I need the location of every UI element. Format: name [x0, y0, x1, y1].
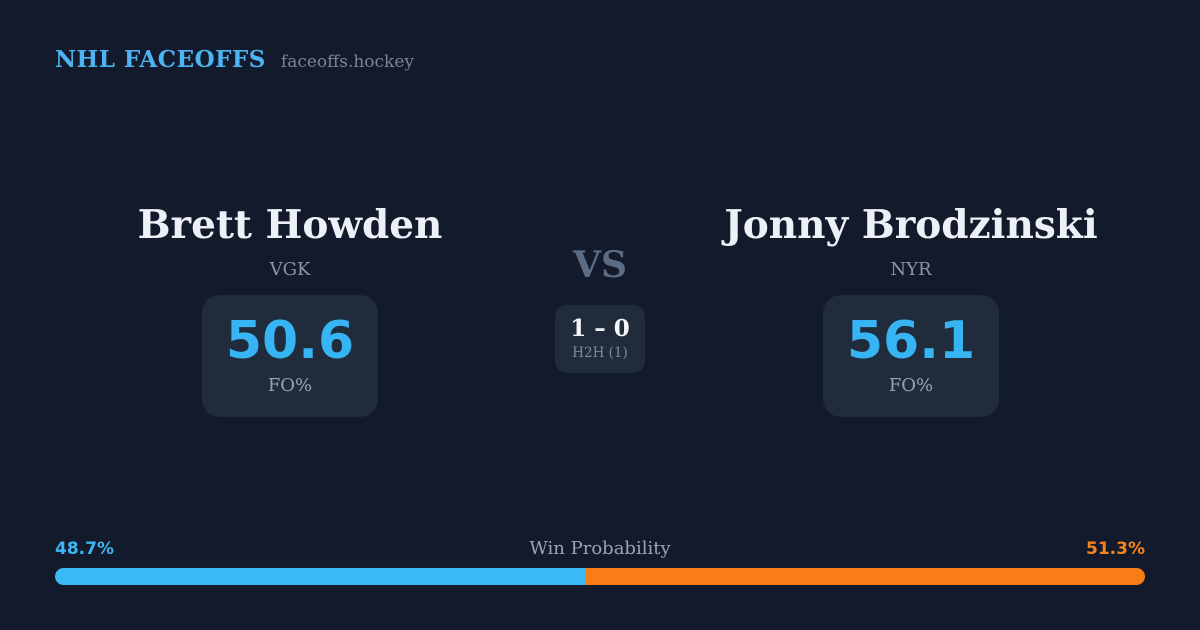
win-probability-left-pct: 48.7%: [55, 539, 114, 559]
stat-card-left: 50.6 FO%: [202, 294, 378, 417]
vs-column: VS 1 – 0 H2H (1): [500, 247, 700, 373]
win-probability-bar: [55, 568, 1145, 585]
site-url: faceoffs.hockey: [280, 52, 415, 72]
h2h-score: 1 – 0: [570, 315, 630, 342]
win-probability-right-pct: 51.3%: [1086, 539, 1145, 559]
stat-value-right: 56.1: [846, 311, 976, 372]
player-team-right: NYR: [890, 258, 932, 280]
h2h-card: 1 – 0 H2H (1): [555, 305, 645, 373]
stat-label-right: FO%: [888, 375, 934, 397]
stat-value-left: 50.6: [225, 311, 355, 372]
win-probability-left-segment: [55, 568, 586, 585]
player-team-left: VGK: [269, 258, 311, 280]
player-column-right: Jonny Brodzinski NYR 56.1 FO%: [676, 205, 1146, 417]
stat-label-left: FO%: [267, 375, 313, 397]
header: NHL FACEOFFS faceoffs.hockey: [55, 46, 414, 73]
player-name-left: Brett Howden: [137, 202, 443, 248]
win-probability-title: Win Probability: [529, 538, 671, 559]
player-name-right: Jonny Brodzinski: [724, 202, 1098, 248]
vs-label: VS: [573, 244, 627, 286]
player-column-left: Brett Howden VGK 50.6 FO%: [55, 205, 525, 417]
stat-card-right: 56.1 FO%: [823, 294, 999, 417]
win-probability-right-segment: [585, 568, 1145, 585]
win-probability-labels: 48.7% Win Probability 51.3%: [55, 538, 1145, 559]
brand-title: NHL FACEOFFS: [55, 46, 266, 73]
h2h-label: H2H (1): [572, 345, 628, 361]
